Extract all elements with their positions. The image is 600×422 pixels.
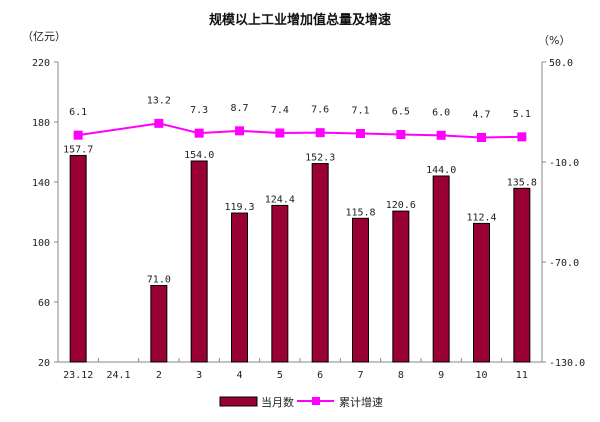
legend: 当月数 累计增速 xyxy=(219,395,383,409)
left-tick-label: 60 xyxy=(38,298,50,309)
bar-value-label: 115.8 xyxy=(345,207,375,218)
left-tick-label: 220 xyxy=(32,58,50,69)
growth-marker xyxy=(235,126,244,136)
x-tick-label: 3 xyxy=(196,370,202,381)
bar xyxy=(190,160,208,363)
legend-bar-swatch xyxy=(219,396,258,407)
x-tick-label: 7 xyxy=(357,370,363,381)
bar-value-label: 157.7 xyxy=(63,144,93,155)
x-tick-label: 23.12 xyxy=(63,370,93,381)
growth-marker xyxy=(517,132,527,142)
growth-value-label: 5.1 xyxy=(513,109,531,120)
bar-value-label: 120.6 xyxy=(386,200,416,211)
growth-marker xyxy=(194,128,204,138)
right-tick-label: 50.0 xyxy=(549,58,573,69)
x-tick-label: 8 xyxy=(398,370,404,381)
bar xyxy=(352,217,369,363)
growth-value-label: 6.1 xyxy=(69,107,87,118)
left-tick-label: 20 xyxy=(38,358,50,369)
growth-value-label: 8.7 xyxy=(230,103,248,114)
growth-value-label: 6.5 xyxy=(392,107,410,118)
bar xyxy=(311,163,329,363)
x-tick-label: 9 xyxy=(438,370,444,381)
right-tick-label: -130.0 xyxy=(549,358,585,369)
growth-marker xyxy=(477,133,486,142)
bar-value-label: 71.0 xyxy=(147,275,171,286)
growth-value-label: 6.0 xyxy=(432,107,450,118)
growth-line xyxy=(78,122,522,139)
bar-value-label: 154.0 xyxy=(184,150,214,161)
bars: 157.7 71.0 154.0 119.3 124.4 152.3 115.8 120.6 1… xyxy=(63,144,537,363)
legend-line-label: 累计增速 xyxy=(339,395,383,409)
x-tick-label: 10 xyxy=(475,370,487,381)
growth-value-label: 7.6 xyxy=(311,105,329,116)
bar xyxy=(432,175,450,363)
bar xyxy=(271,204,289,363)
bar-value-label: 124.4 xyxy=(265,194,295,205)
left-tick-label: 100 xyxy=(32,238,50,249)
growth-marker xyxy=(356,129,365,138)
growth-value-label: 4.7 xyxy=(472,110,490,121)
x-tick-label: 4 xyxy=(236,370,242,381)
x-tick-label: 11 xyxy=(516,370,528,381)
growth-value-label: 7.1 xyxy=(351,106,369,117)
bar xyxy=(513,187,531,363)
bar xyxy=(473,222,490,363)
left-tick-label: 180 xyxy=(32,118,50,129)
growth-marker xyxy=(275,128,285,138)
growth-marker xyxy=(73,130,83,140)
x-tick-label: 2 xyxy=(156,370,162,381)
bar xyxy=(231,212,248,363)
bar-value-label: 135.8 xyxy=(507,177,537,188)
growth-marker xyxy=(396,130,406,139)
x-tick-label: 24.1 xyxy=(106,370,130,381)
x-tick-label: 5 xyxy=(277,370,283,381)
right-tick-label: -10.0 xyxy=(549,158,579,169)
bar xyxy=(150,285,168,363)
bar xyxy=(392,210,410,363)
legend-line-marker xyxy=(312,397,320,405)
right-axis-unit: （%） xyxy=(538,34,570,47)
chart-title: 规模以上工业增加值总量及增速 xyxy=(209,12,391,28)
growth-value-label: 13.2 xyxy=(147,95,171,106)
growth-marker xyxy=(436,130,446,140)
x-tick-label: 6 xyxy=(317,370,323,381)
bar-value-label: 152.3 xyxy=(305,153,335,164)
line-series: 6.1 13.2 7.3 8.7 7.4 7.6 7.1 6.5 6.0 4.7 5.1 xyxy=(69,95,531,142)
growth-value-label: 7.3 xyxy=(190,105,208,116)
bar xyxy=(69,154,87,363)
growth-value-label: 7.4 xyxy=(271,105,289,116)
growth-marker xyxy=(315,128,325,138)
axes: 20 60 100 140 180 220 -130.0 -70.0 -10.0 50.0 23.1… xyxy=(32,58,585,381)
bar-value-label: 144.0 xyxy=(426,165,456,176)
growth-marker xyxy=(154,118,164,128)
legend-bar-label: 当月数 xyxy=(261,395,294,409)
bar-value-label: 112.4 xyxy=(466,212,496,223)
right-tick-label: -70.0 xyxy=(549,258,579,269)
bar-value-label: 119.3 xyxy=(224,202,254,213)
left-axis-unit: （亿元） xyxy=(22,30,66,43)
left-tick-label: 140 xyxy=(32,178,50,189)
